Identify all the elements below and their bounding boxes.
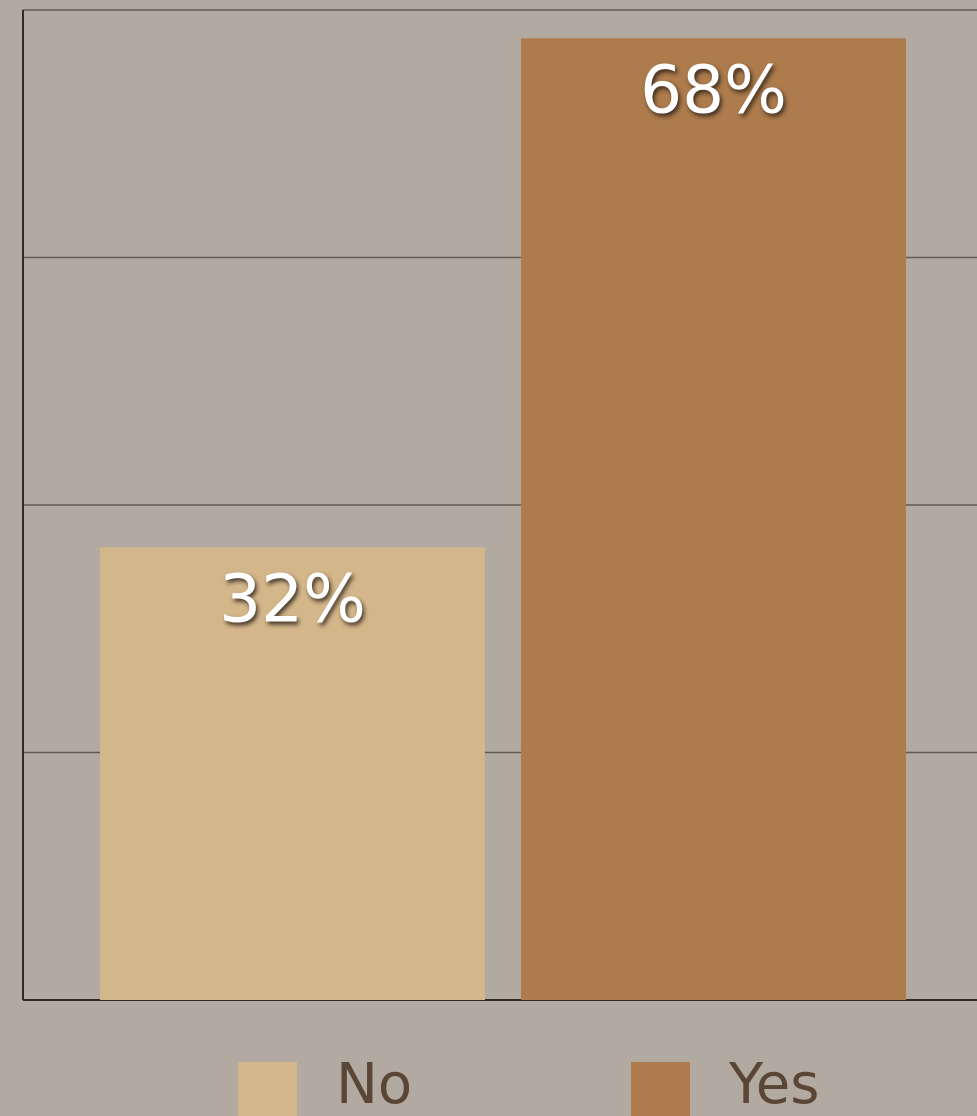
- legend-swatch: [238, 1062, 297, 1116]
- legend-label: Yes: [728, 1052, 819, 1116]
- data-label: 32%: [219, 560, 366, 637]
- legend-label: No: [336, 1052, 412, 1116]
- bar: [521, 38, 906, 1001]
- legend-swatch: [631, 1062, 690, 1116]
- data-label: 68%: [640, 51, 787, 128]
- bar: [100, 547, 485, 1000]
